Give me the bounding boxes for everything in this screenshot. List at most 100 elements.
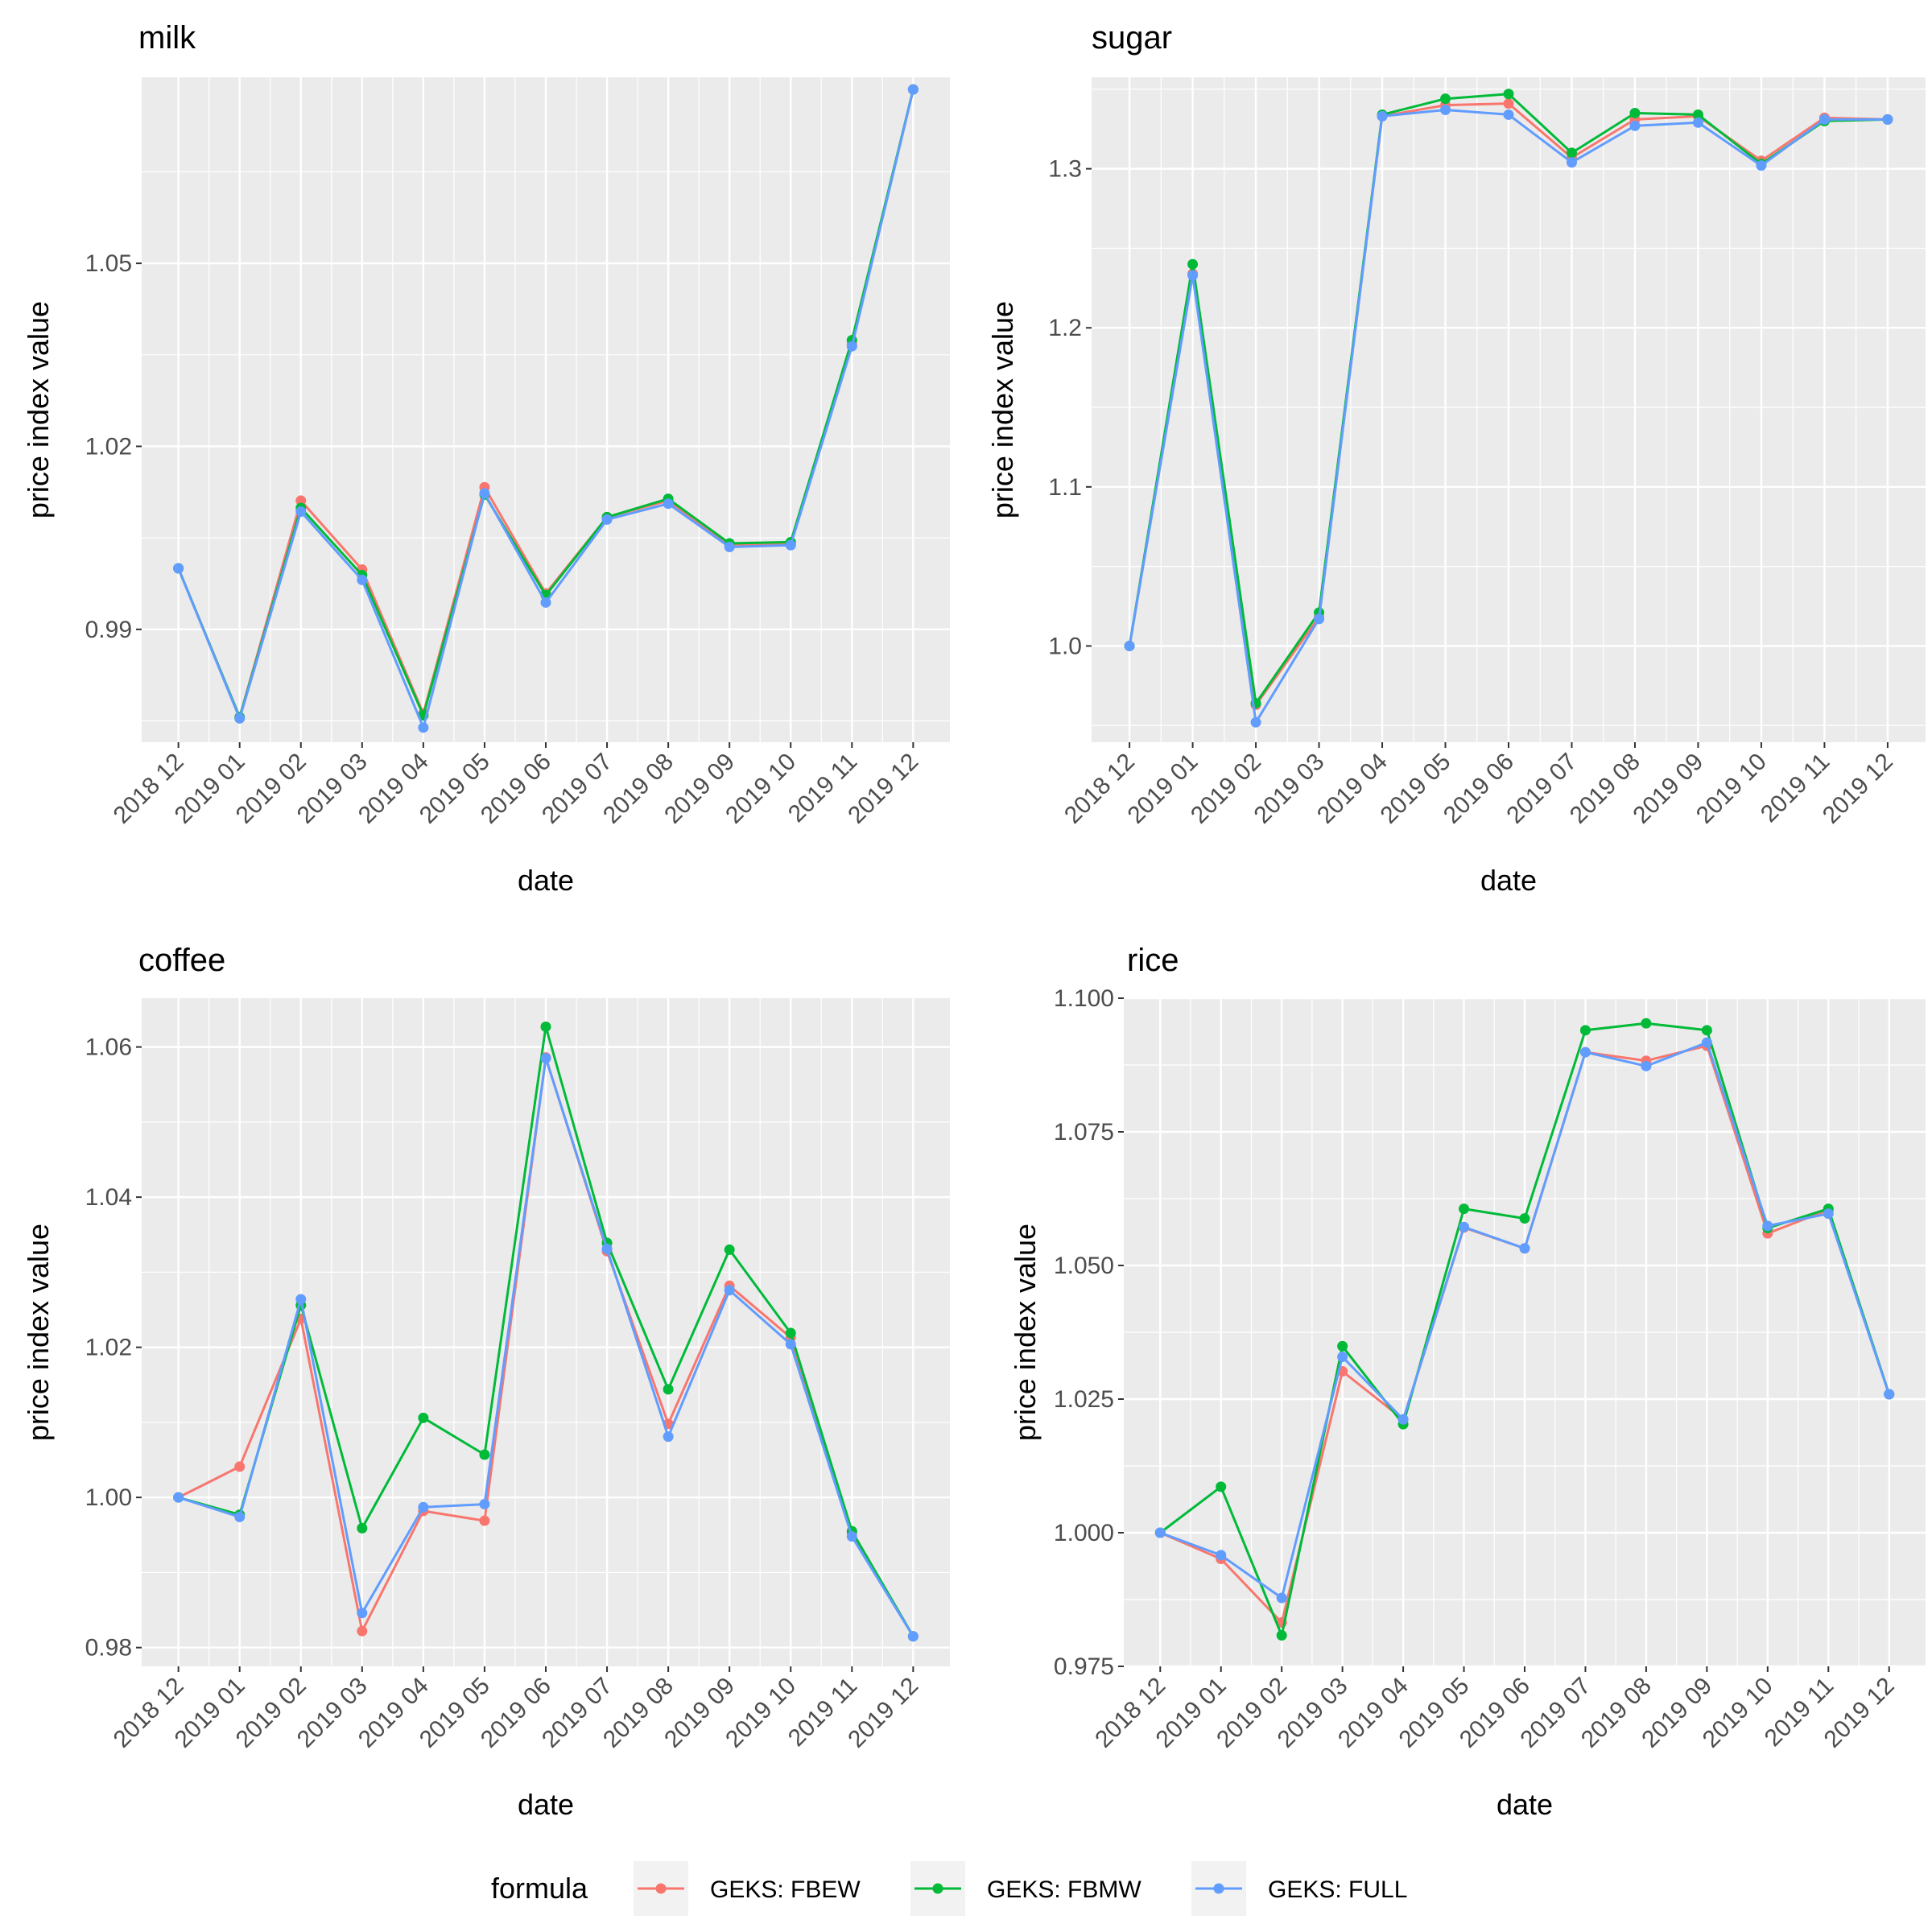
data-point <box>418 1501 429 1513</box>
legend-label-fbew: GEKS: FBEW <box>710 1876 861 1903</box>
data-point <box>1440 93 1451 105</box>
data-point <box>1692 117 1703 128</box>
y-tick-label: 0.98 <box>85 1635 132 1662</box>
legend-key-point-fbew <box>655 1883 667 1894</box>
legend-label-fbmw: GEKS: FBMW <box>987 1876 1141 1903</box>
y-tick-label: 1.05 <box>85 250 132 277</box>
data-point <box>1882 114 1893 125</box>
chart-title: sugar <box>1092 20 1172 56</box>
data-point <box>295 506 307 518</box>
data-point <box>1629 120 1641 131</box>
y-tick-label: 1.04 <box>85 1184 132 1211</box>
data-point <box>357 1625 368 1637</box>
chart-title: rice <box>1127 943 1179 978</box>
y-axis-title: price index value <box>1009 1224 1042 1441</box>
x-tick-label: 2019 02 <box>1186 749 1266 829</box>
data-point <box>357 574 368 585</box>
data-point <box>1337 1352 1348 1363</box>
x-tick-label: 2018 12 <box>1059 749 1140 829</box>
legend-item-fbew: GEKS: FBEW <box>634 1861 861 1916</box>
y-tick-label: 1.025 <box>1054 1386 1114 1413</box>
y-tick-label: 1.050 <box>1054 1253 1114 1279</box>
data-point <box>601 514 613 525</box>
data-point <box>173 563 184 574</box>
x-tick-label: 2019 06 <box>1439 749 1519 829</box>
data-point <box>663 1384 674 1395</box>
data-point <box>295 495 307 506</box>
y-axis-title: price index value <box>22 1224 55 1441</box>
x-axis-title: date <box>1496 1788 1553 1821</box>
data-point <box>1701 1025 1712 1036</box>
data-point <box>1377 110 1388 122</box>
y-axis-title: price index value <box>22 301 55 518</box>
data-point <box>479 488 490 499</box>
legend: formula GEKS: FBEW GEKS: FBMW GEKS: FULL <box>491 1861 1407 1916</box>
data-point <box>846 341 857 352</box>
data-point <box>1154 1527 1166 1538</box>
data-point <box>1762 1220 1773 1232</box>
data-point <box>479 1449 490 1460</box>
data-point <box>234 1461 246 1472</box>
data-point <box>1503 98 1514 109</box>
data-point <box>357 1608 368 1619</box>
y-tick-label: 1.2 <box>1048 315 1082 341</box>
legend-label-full: GEKS: FULL <box>1268 1876 1407 1903</box>
data-point <box>663 498 674 510</box>
data-point <box>846 1531 857 1542</box>
legend-item-fbmw: GEKS: FBMW <box>910 1861 1141 1916</box>
data-point <box>1276 1592 1287 1604</box>
data-point <box>418 722 429 733</box>
data-point <box>1519 1243 1530 1254</box>
data-point <box>1629 107 1641 118</box>
data-point <box>418 1412 429 1423</box>
data-point <box>1187 270 1199 281</box>
y-tick-label: 1.3 <box>1048 156 1082 183</box>
data-point <box>1566 147 1577 159</box>
x-tick-label: 2019 05 <box>1375 749 1455 829</box>
x-tick-label: 2019 03 <box>1249 749 1329 829</box>
y-tick-label: 1.00 <box>85 1484 132 1511</box>
legend-key-point-full <box>1213 1883 1224 1894</box>
data-point <box>1884 1389 1895 1400</box>
data-point <box>295 1294 307 1305</box>
data-point <box>1503 89 1514 100</box>
data-point <box>1579 1046 1591 1058</box>
x-tick-label: 2019 07 <box>1501 749 1582 829</box>
data-point <box>1692 109 1703 120</box>
data-point <box>785 1339 796 1350</box>
data-point <box>663 1431 674 1443</box>
data-point <box>1566 157 1577 168</box>
data-point <box>1314 613 1325 625</box>
data-point <box>357 1522 368 1534</box>
legend-item-full: GEKS: FULL <box>1191 1861 1407 1916</box>
data-point <box>540 1053 551 1064</box>
data-point <box>1187 258 1199 270</box>
data-point <box>724 1244 735 1255</box>
data-point <box>540 1021 551 1032</box>
y-tick-label: 0.99 <box>85 617 132 643</box>
x-axis-title: date <box>518 1788 574 1821</box>
data-point <box>1216 1550 1227 1561</box>
chart-title: milk <box>138 20 196 56</box>
data-point <box>1701 1037 1712 1048</box>
data-point <box>1459 1203 1470 1215</box>
data-point <box>1519 1213 1530 1224</box>
x-tick-label: 2019 12 <box>1818 749 1898 829</box>
legend-key-point-fbmw <box>932 1883 943 1894</box>
data-point <box>1459 1221 1470 1232</box>
data-point <box>1503 109 1514 120</box>
data-point <box>1440 105 1451 116</box>
y-tick-label: 1.000 <box>1054 1520 1114 1546</box>
data-point <box>601 1243 613 1254</box>
x-tick-label: 2019 01 <box>1123 749 1203 829</box>
data-point <box>1756 160 1767 171</box>
data-point <box>479 1499 490 1510</box>
data-point <box>724 542 735 553</box>
data-point <box>1641 1060 1652 1071</box>
y-axis-title: price index value <box>986 301 1019 518</box>
data-point <box>785 539 796 551</box>
y-tick-label: 1.1 <box>1048 474 1082 501</box>
